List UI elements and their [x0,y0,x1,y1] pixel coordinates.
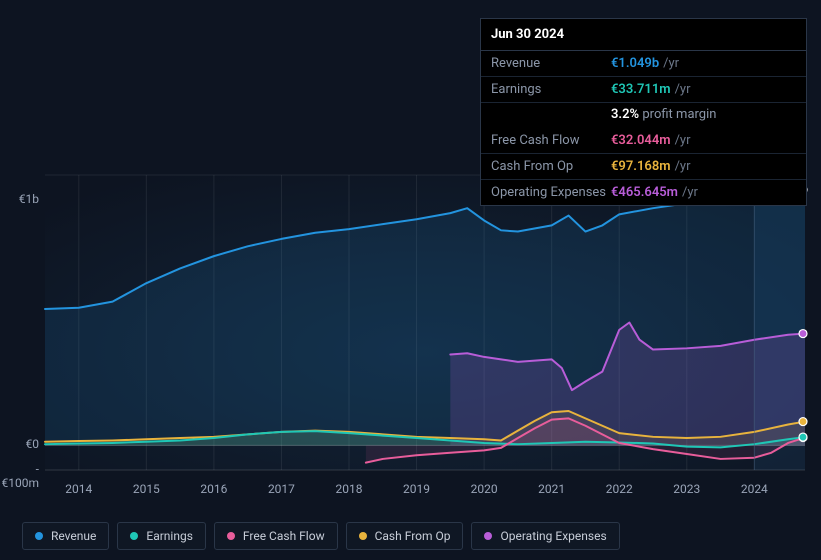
tooltip-profit-margin: 3.2% profit margin [481,103,806,128]
tooltip-row: Free Cash Flow€32.044m/yr [481,128,806,154]
x-tick-label: 2019 [397,482,437,496]
tooltip-row: Cash From Op€97.168m/yr [481,154,806,180]
x-tick-label: 2014 [59,482,99,496]
legend-label: Operating Expenses [500,529,606,543]
legend-dot-icon [35,532,43,540]
x-tick-label: 2022 [599,482,639,496]
legend-dot-icon [484,532,492,540]
x-tick-label: 2024 [734,482,774,496]
tooltip-panel: Jun 30 2024 Revenue€1.049b/yrEarnings€33… [480,18,807,206]
tooltip-value: €1.049b [611,56,659,71]
legend-dot-icon [359,532,367,540]
y-tick-label: €1b [0,192,39,206]
legend-item[interactable]: Earnings [117,522,206,550]
tooltip-unit: /yr [663,56,679,71]
tooltip-unit: /yr [682,185,698,200]
legend-label: Free Cash Flow [243,529,325,543]
tooltip-label: Revenue [491,56,611,71]
tooltip-row: Operating Expenses€465.645m/yr [481,180,806,205]
tooltip-row: Revenue€1.049b/yr [481,51,806,77]
legend-item[interactable]: Free Cash Flow [214,522,338,550]
tooltip-value: €32.044m [611,133,671,148]
y-tick-label: €0 [0,437,39,451]
tooltip-unit: /yr [675,133,691,148]
legend-label: Earnings [146,529,193,543]
y-tick-label: -€100m [0,462,39,490]
tooltip-value: €465.645m [611,185,678,200]
legend: Revenue Earnings Free Cash Flow Cash From O… [22,522,620,550]
legend-dot-icon [227,532,235,540]
x-tick-label: 2016 [194,482,234,496]
x-tick-label: 2021 [532,482,572,496]
legend-item[interactable]: Operating Expenses [471,522,619,550]
legend-item[interactable]: Cash From Op [346,522,464,550]
chart-container: €1b €0 -€100m 2014 2015 2016 2017 2018 2019 2020… [0,0,821,560]
tooltip-label: Operating Expenses [491,185,611,200]
tooltip-date: Jun 30 2024 [481,19,806,51]
x-tick-label: 2018 [329,482,369,496]
legend-label: Revenue [51,529,96,543]
legend-label: Cash From Op [375,529,451,543]
tooltip-label: Earnings [491,82,611,97]
tooltip-unit: /yr [675,82,691,97]
tooltip-value: €33.711m [611,82,671,97]
legend-item[interactable]: Revenue [22,522,109,550]
x-tick-label: 2017 [261,482,301,496]
tooltip-value: €97.168m [611,159,671,174]
x-tick-label: 2020 [464,482,504,496]
x-tick-label: 2015 [126,482,166,496]
tooltip-label: Free Cash Flow [491,133,611,148]
tooltip-row: Earnings€33.711m/yr [481,77,806,103]
tooltip-unit: /yr [675,159,691,174]
x-tick-label: 2023 [667,482,707,496]
tooltip-label: Cash From Op [491,159,611,174]
legend-dot-icon [130,532,138,540]
